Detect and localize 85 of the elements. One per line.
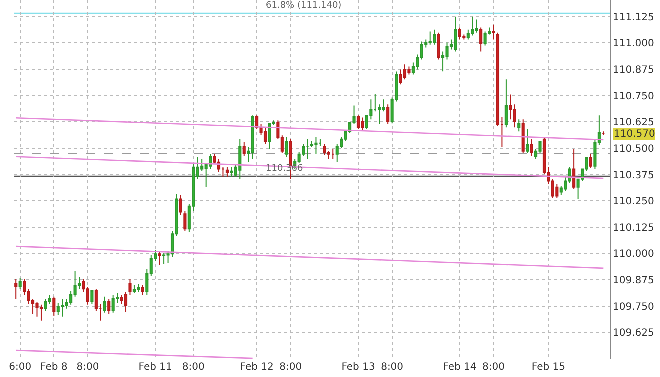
candlestick	[428, 31, 432, 46]
candlestick	[433, 29, 436, 46]
y-tick-label: 109.750	[613, 302, 654, 313]
x-tick-label: Feb 8	[40, 362, 68, 373]
x-tick-label: 8:00	[182, 362, 205, 373]
y-tick-label: 110.000	[613, 249, 654, 260]
candlestick	[256, 115, 259, 130]
candlestick	[314, 136, 318, 155]
candlestick	[141, 284, 144, 296]
candlestick	[589, 154, 593, 169]
candlestick	[356, 115, 360, 130]
candlestick	[184, 210, 187, 232]
candlestick	[408, 66, 411, 76]
candlestick	[52, 296, 56, 317]
candlestick	[602, 131, 606, 136]
candlestick	[40, 304, 44, 322]
x-tick-label: 8:00	[381, 362, 404, 373]
candlestick	[158, 252, 162, 266]
candlestick	[332, 149, 335, 160]
x-tick-label: Feb 14	[443, 362, 477, 373]
candlestick	[323, 144, 326, 156]
y-tick-label: 110.750	[613, 91, 654, 102]
candlestick	[458, 27, 462, 40]
candlestick	[226, 166, 229, 178]
y-tick-label: 110.625	[613, 118, 654, 129]
y-tick-label: 110.250	[613, 196, 654, 208]
x-tick-label: 8:00	[482, 362, 505, 373]
y-tick-label: 110.500	[613, 144, 654, 155]
x-tick-label: Feb 12	[240, 362, 274, 373]
candlestick	[454, 16, 458, 52]
candlestick	[475, 19, 478, 34]
candlestick	[285, 136, 288, 158]
y-tick-label: 109.625	[613, 328, 654, 340]
candlestick	[572, 149, 576, 190]
y-tick-label: 109.875	[613, 276, 654, 287]
y-tick-label: 111.125	[613, 12, 654, 24]
candlestick	[238, 138, 242, 180]
text: 110.570	[614, 129, 656, 140]
candlestick	[108, 298, 111, 314]
candlestick	[103, 296, 106, 314]
candlestick	[484, 31, 487, 46]
candlestick	[386, 104, 390, 125]
candlestick	[124, 292, 128, 313]
candlestick	[522, 119, 525, 154]
candlestick	[36, 301, 39, 318]
candlestick	[112, 294, 115, 314]
candlestick	[14, 278, 18, 300]
y-tick-label: 110.875	[613, 64, 654, 76]
x-tick-label: 8:00	[76, 362, 100, 373]
candlestick	[530, 138, 534, 157]
y-tick-label: 110.125	[613, 222, 654, 234]
y-tick-label: 110.375	[613, 170, 654, 182]
candlestick	[137, 284, 140, 293]
candlestick	[268, 123, 272, 150]
candlestick	[56, 302, 60, 316]
candlestick	[61, 298, 64, 318]
x-tick-label: 6:00	[9, 362, 32, 373]
y-tick-label: 111.000	[613, 38, 654, 50]
candlestick	[251, 115, 254, 160]
candlestick	[518, 119, 521, 132]
x-tick-label: Feb 13	[342, 362, 376, 373]
candlestick	[526, 128, 530, 154]
candlestick	[504, 79, 508, 128]
candlestick	[230, 166, 234, 178]
candlestick	[556, 184, 559, 199]
ref-line-label: 61.8% (111.140)	[266, 1, 342, 11]
x-tick-label: 8:00	[280, 362, 302, 373]
candlestick	[437, 32, 440, 60]
candlestick	[264, 127, 268, 145]
x-tick-label: Feb 11	[138, 362, 172, 373]
candlestick	[242, 142, 246, 157]
candlestick	[403, 64, 407, 80]
candlestick	[306, 138, 310, 160]
candlestick	[361, 117, 364, 132]
candlestick	[18, 277, 22, 290]
candlestick	[128, 278, 132, 296]
candlestick	[471, 16, 474, 36]
x-tick-label: Feb 15	[532, 362, 566, 373]
candlestick	[132, 284, 136, 294]
candlestick	[179, 194, 182, 216]
candlestick	[44, 298, 48, 312]
candlestick	[492, 24, 496, 40]
candlestick	[480, 27, 483, 52]
candlestick	[162, 252, 166, 265]
candlestick	[90, 290, 94, 305]
